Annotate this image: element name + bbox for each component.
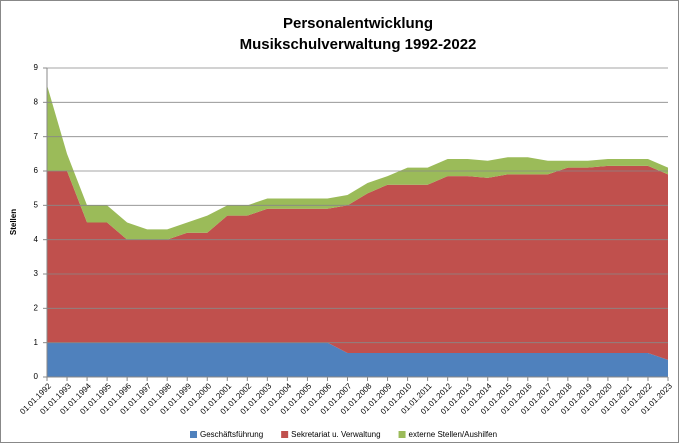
y-tick-label: 7	[34, 132, 39, 141]
chart-title: Musikschulverwaltung 1992-2022	[240, 36, 477, 53]
legend-swatch	[398, 431, 406, 438]
area	[47, 85, 668, 240]
y-tick-label: 5	[34, 200, 39, 209]
legend-swatch	[190, 431, 197, 438]
legend-label: Sekretariat u. Verwaltung	[291, 430, 380, 439]
legend-label: externe Stellen/Aushilfen	[409, 430, 498, 439]
area	[47, 165, 668, 360]
y-tick-label: 3	[34, 269, 39, 278]
area	[47, 342, 668, 377]
y-tick-label: 0	[34, 372, 39, 381]
chart-title: Personalentwicklung	[283, 15, 433, 32]
y-tick-label: 2	[34, 303, 39, 312]
y-tick-label: 6	[34, 166, 39, 175]
legend-swatch	[281, 431, 289, 438]
y-tick-label: 8	[34, 97, 39, 106]
y-axis-label: Stellen	[9, 209, 18, 235]
y-tick-label: 1	[34, 338, 39, 347]
y-tick-label: 4	[34, 235, 39, 244]
y-tick-label: 9	[34, 63, 39, 72]
legend-label: Geschäftsführung	[200, 430, 263, 439]
